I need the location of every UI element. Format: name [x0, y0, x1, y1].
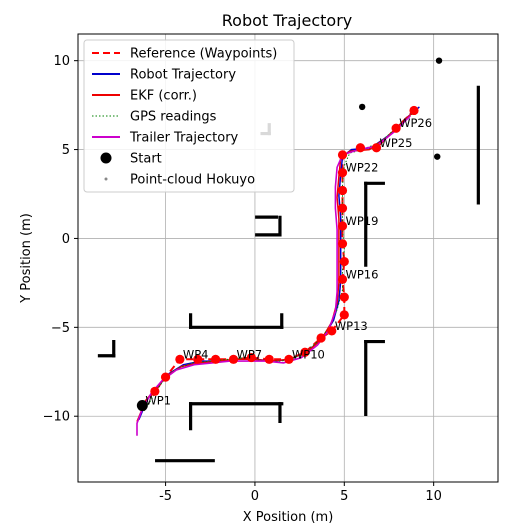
- waypoint-label: WP13: [335, 319, 368, 333]
- axis-ticks: -5 0 5 10 −10 −5 0 5 10: [43, 54, 442, 504]
- waypoint-marker: [337, 168, 348, 178]
- legend-swatch-start: [100, 152, 112, 164]
- x-axis-title: X Position (m): [243, 510, 334, 525]
- waypoint-marker: [337, 150, 348, 160]
- waypoint-marker: [327, 326, 337, 336]
- waypoint-marker: [337, 274, 348, 284]
- legend-label: Robot Trajectory: [130, 68, 236, 83]
- waypoint-marker: [391, 123, 401, 133]
- y-tick-label: 5: [62, 143, 70, 158]
- waypoint-label: WP10: [292, 347, 325, 361]
- waypoint-marker: [316, 333, 326, 343]
- waypoint-label: WP4: [183, 347, 209, 361]
- start-marker: [136, 400, 148, 412]
- waypoint-marker: [337, 203, 348, 213]
- point-cloud-blob: [435, 57, 443, 64]
- x-tick-label: 10: [425, 489, 442, 504]
- waypoint-marker: [175, 354, 185, 364]
- waypoint-marker: [264, 354, 274, 364]
- waypoint-marker: [355, 143, 365, 153]
- x-tick-label: 0: [251, 489, 259, 504]
- y-tick-label: 0: [62, 232, 70, 247]
- waypoint-marker: [150, 386, 160, 396]
- waypoint-label: WP19: [346, 214, 379, 228]
- waypoint-label: WP26: [399, 116, 432, 130]
- legend-swatch-pointcloud: [104, 177, 108, 181]
- x-tick-label: 5: [340, 489, 348, 504]
- y-tick-label: 10: [53, 54, 70, 69]
- waypoint-marker: [211, 354, 221, 364]
- legend-label: Point-cloud Hokuyo: [130, 173, 255, 188]
- legend-box: [83, 39, 295, 193]
- waypoint-marker: [337, 221, 348, 231]
- waypoint-label: WP7: [236, 347, 262, 361]
- point-cloud-walls: [97, 57, 480, 463]
- waypoint-label: WP22: [346, 161, 379, 175]
- waypoint-label: WP16: [346, 267, 379, 281]
- waypoint-marker: [339, 256, 349, 267]
- waypoint-markers: [136, 105, 419, 412]
- chart-title: Robot Trajectory: [222, 11, 353, 30]
- legend-label: Start: [130, 152, 162, 167]
- waypoint-marker: [337, 239, 348, 249]
- waypoint-marker: [246, 352, 256, 363]
- point-cloud-blob: [434, 153, 441, 160]
- waypoint-label: WP25: [379, 136, 412, 150]
- waypoint-marker: [371, 143, 382, 153]
- y-tick-label: −10: [43, 410, 70, 425]
- point-cloud-blob: [358, 103, 366, 111]
- waypoint-marker: [337, 185, 348, 196]
- plot-frame: [77, 33, 499, 483]
- legend: Reference (Waypoints) Robot Trajectory EKF…: [83, 39, 295, 193]
- legend-label: GPS readings: [130, 110, 217, 125]
- legend-label: Trailer Trajectory: [129, 131, 239, 146]
- waypoint-marker: [160, 372, 171, 382]
- waypoint-marker: [300, 347, 310, 357]
- waypoint-marker: [284, 354, 294, 364]
- waypoint-marker: [228, 354, 239, 364]
- waypoint-marker: [193, 354, 203, 364]
- y-axis-title: Y Position (m): [19, 213, 34, 304]
- x-tick-label: -5: [159, 489, 172, 504]
- legend-label: EKF (corr.): [130, 89, 197, 104]
- y-tick-label: −5: [51, 321, 70, 336]
- waypoint-marker: [409, 105, 419, 116]
- waypoint-label: WP1: [145, 394, 171, 408]
- reference-waypoints-line: [141, 109, 415, 407]
- waypoint-marker: [339, 310, 349, 320]
- waypoint-marker: [339, 292, 349, 302]
- legend-label: Reference (Waypoints): [130, 47, 277, 62]
